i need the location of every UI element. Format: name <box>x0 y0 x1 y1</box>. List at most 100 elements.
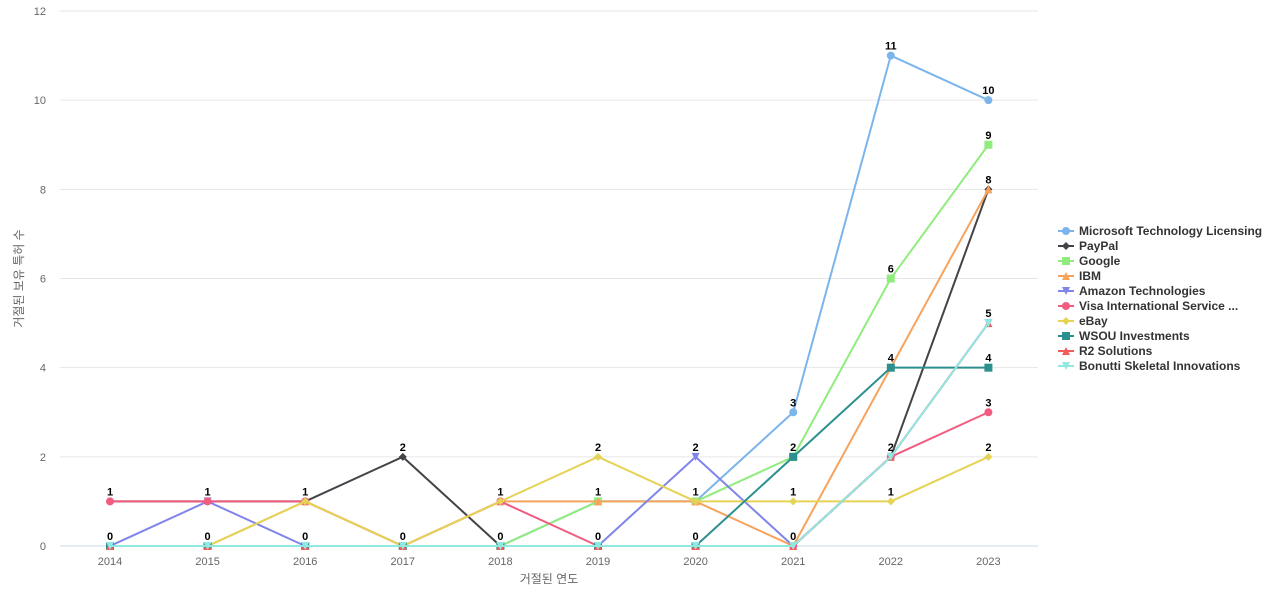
data-point <box>886 363 895 372</box>
legend-marker <box>1062 272 1070 280</box>
x-tick-label: 2023 <box>976 556 1000 568</box>
legend-item[interactable]: Visa International Service ... <box>1058 299 1238 313</box>
data-point <box>203 542 212 550</box>
data-point <box>984 408 993 417</box>
data-label: 1 <box>497 486 503 498</box>
data-point <box>691 497 700 506</box>
data-label: 4 <box>888 353 895 365</box>
data-point <box>789 542 798 550</box>
legend-item[interactable]: PayPal <box>1058 239 1118 253</box>
data-point <box>691 542 700 550</box>
legend-label: Microsoft Technology Licensing <box>1079 224 1262 238</box>
legend: Microsoft Technology LicensingPayPalGoog… <box>1058 224 1262 373</box>
legend-label: Visa International Service ... <box>1079 299 1238 313</box>
legend-item[interactable]: IBM <box>1058 269 1101 283</box>
data-point <box>886 452 895 461</box>
data-point <box>496 542 505 550</box>
legend-label: PayPal <box>1079 239 1118 253</box>
legend-marker <box>1062 332 1070 340</box>
data-point <box>496 497 505 506</box>
series-group <box>106 51 993 550</box>
x-tick-label: 2018 <box>488 556 512 568</box>
data-point <box>789 408 798 417</box>
x-tick-label: 2015 <box>195 556 219 568</box>
y-tick-label: 8 <box>40 184 46 196</box>
data-point <box>984 96 993 105</box>
legend-marker <box>1062 227 1070 235</box>
series-lines <box>106 51 993 550</box>
data-point <box>691 452 700 461</box>
data-point <box>106 542 114 550</box>
data-point <box>984 140 993 149</box>
legend-item[interactable]: Microsoft Technology Licensing <box>1058 224 1262 238</box>
data-label: 3 <box>790 397 796 409</box>
data-label: 11 <box>885 41 897 53</box>
series-group <box>106 319 993 550</box>
legend-item[interactable]: Bonutti Skeletal Innovations <box>1058 359 1241 373</box>
data-point <box>886 51 895 60</box>
data-label: 2 <box>888 442 894 454</box>
legend-marker <box>1062 302 1070 310</box>
data-point <box>301 542 310 550</box>
series-line <box>109 322 990 547</box>
data-point <box>398 452 407 461</box>
legend-marker <box>1062 362 1070 370</box>
data-label: 2 <box>985 442 991 454</box>
data-point <box>886 497 895 506</box>
legend-marker <box>1062 347 1070 355</box>
x-tick-label: 2019 <box>586 556 610 568</box>
data-label: 5 <box>985 308 991 320</box>
y-axis: 0 2 4 6 8 10 12 <box>34 6 46 553</box>
legend-label: IBM <box>1079 269 1101 283</box>
data-point <box>398 542 407 550</box>
x-tick-label: 2020 <box>683 556 707 568</box>
data-label: 1 <box>107 486 113 498</box>
data-point <box>203 497 212 506</box>
legend-label: R2 Solutions <box>1079 344 1153 358</box>
data-label: 1 <box>205 486 211 498</box>
data-point <box>984 319 993 328</box>
series-group <box>106 319 993 550</box>
data-point <box>594 542 602 550</box>
legend-item[interactable]: WSOU Investments <box>1058 329 1190 343</box>
data-label: 10 <box>982 85 994 97</box>
data-label: 1 <box>302 486 308 498</box>
legend-marker <box>1062 287 1070 295</box>
data-point <box>789 497 798 506</box>
series-line <box>109 143 990 547</box>
legend-label: Amazon Technologies <box>1079 284 1206 298</box>
data-point <box>984 185 993 194</box>
data-label: 1 <box>595 486 601 498</box>
y-tick-label: 6 <box>40 274 46 286</box>
data-label: 4 <box>985 353 992 365</box>
x-tick-label: 2014 <box>98 556 122 568</box>
data-label: 1 <box>693 486 699 498</box>
legend-label: Google <box>1079 254 1121 268</box>
gridlines <box>60 10 1038 547</box>
legend-item[interactable]: R2 Solutions <box>1058 344 1153 358</box>
data-label: 3 <box>985 397 991 409</box>
y-tick-label: 4 <box>40 363 46 375</box>
data-label: 2 <box>693 442 699 454</box>
legend-label: WSOU Investments <box>1079 329 1190 343</box>
legend-item[interactable]: eBay <box>1058 314 1108 328</box>
x-tick-label: 2022 <box>879 556 903 568</box>
x-tick-label: 2016 <box>293 556 317 568</box>
data-label: 0 <box>400 531 406 543</box>
data-label: 8 <box>985 174 991 186</box>
data-label: 0 <box>693 531 699 543</box>
data-point <box>984 452 993 461</box>
legend-label: Bonutti Skeletal Innovations <box>1079 359 1241 373</box>
data-label: 9 <box>985 130 991 142</box>
legend-item[interactable]: Amazon Technologies <box>1058 284 1206 298</box>
x-tick-label: 2021 <box>781 556 805 568</box>
data-label: 1 <box>888 486 894 498</box>
data-label: 6 <box>888 264 894 276</box>
x-axis-title: 거절된 연도 <box>520 572 579 586</box>
series-group <box>106 140 993 550</box>
data-label: 2 <box>790 442 796 454</box>
legend-item[interactable]: Google <box>1058 254 1121 268</box>
legend-marker <box>1062 242 1070 250</box>
